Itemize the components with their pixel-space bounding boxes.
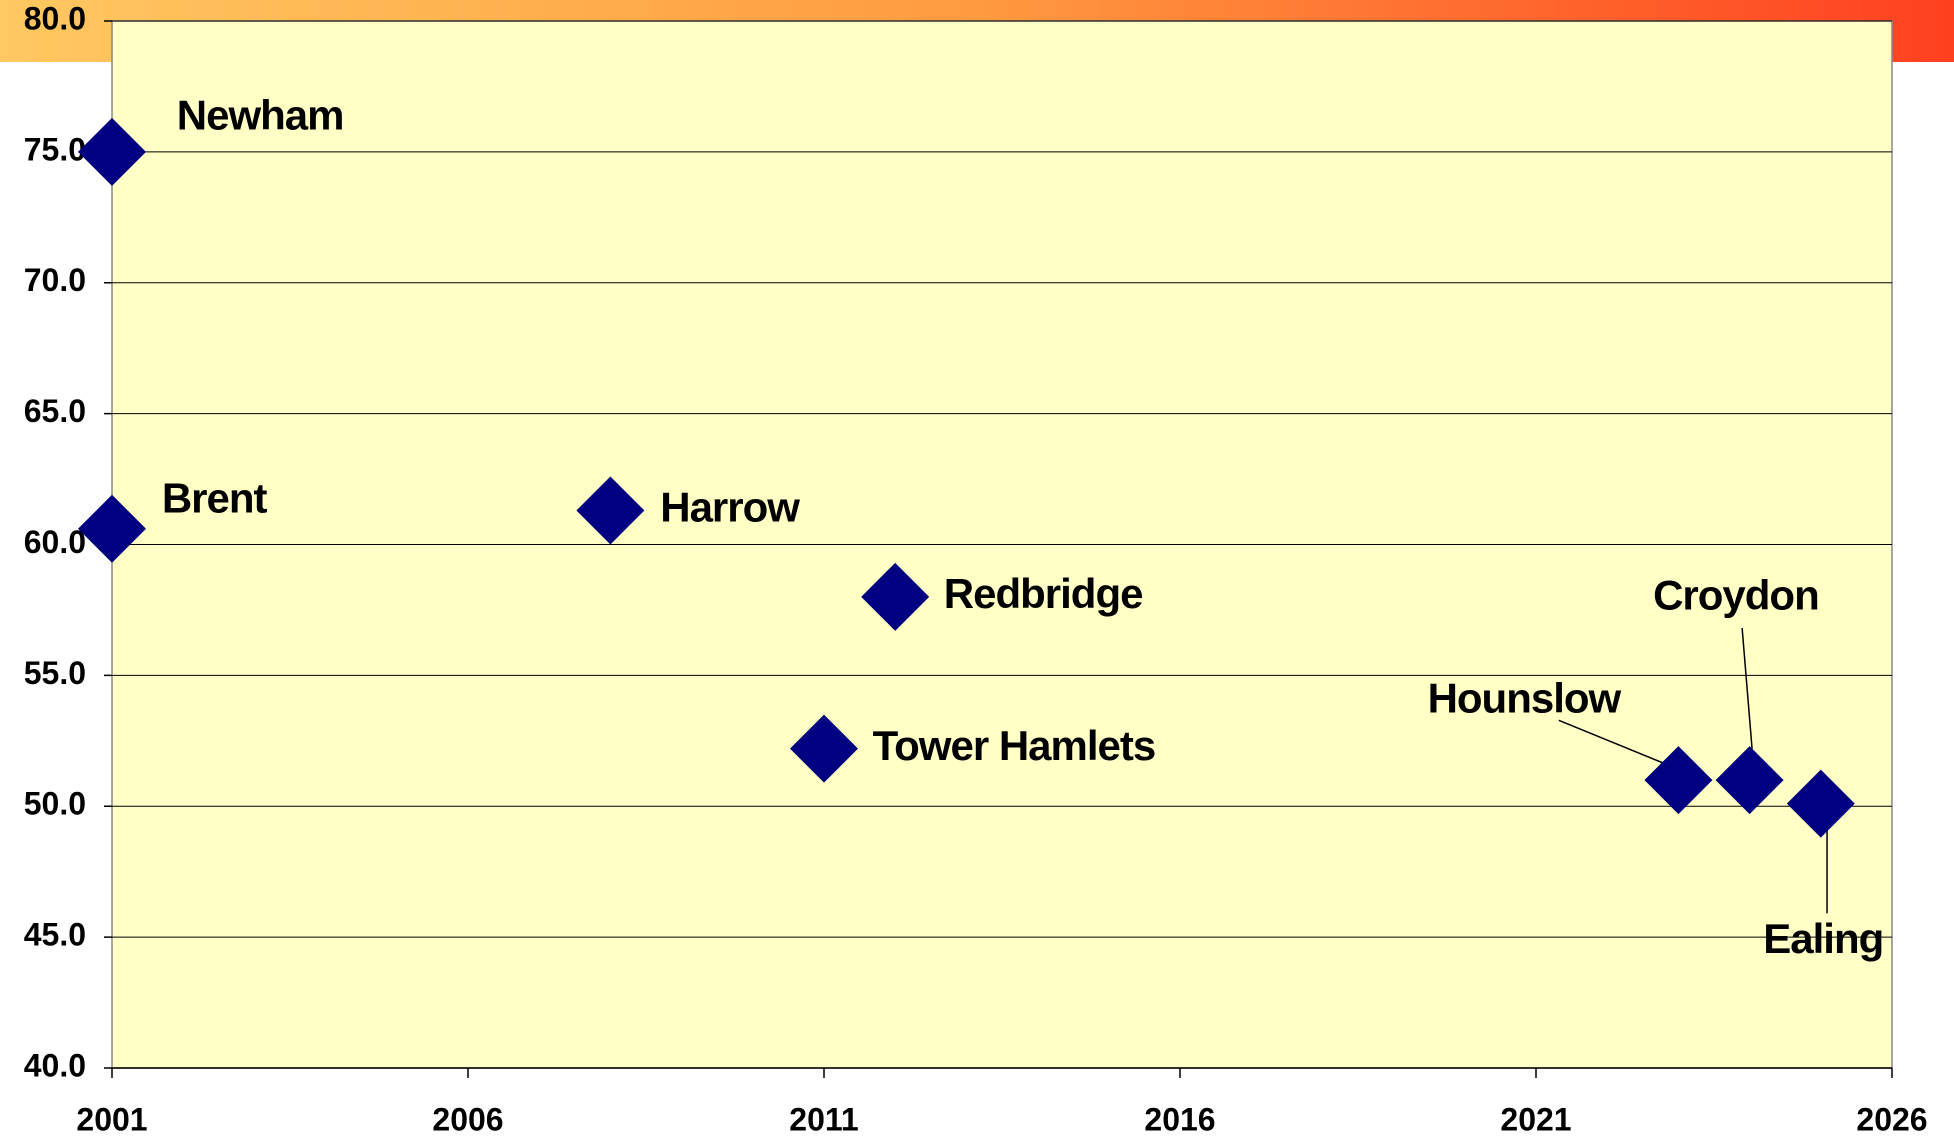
point-label: Ealing: [1763, 915, 1883, 962]
x-tick-label: 2011: [789, 1101, 858, 1137]
point: [861, 562, 930, 631]
point-label: Croydon: [1653, 571, 1819, 618]
point: [1715, 746, 1784, 815]
y-tick-label: 60.0: [24, 524, 86, 560]
point: [576, 476, 645, 545]
point-label: Brent: [162, 474, 268, 521]
point: [78, 494, 146, 563]
y-tick-label: 45.0: [24, 917, 86, 953]
point: [790, 714, 858, 783]
point-label: Harrow: [660, 484, 800, 531]
leader-line: [1741, 628, 1753, 749]
y-tick-label: 55.0: [24, 655, 86, 691]
point-label: Redbridge: [944, 570, 1143, 617]
y-tick-label: 50.0: [24, 786, 86, 822]
x-tick-label: 2001: [76, 1101, 147, 1137]
point-label: Hounslow: [1428, 675, 1622, 722]
y-tick-label: 40.0: [24, 1047, 86, 1083]
x-tick-label: 2021: [1500, 1101, 1571, 1137]
y-tick-label: 65.0: [24, 393, 86, 429]
y-tick-label: 75.0: [24, 131, 86, 167]
x-tick-label: 2026: [1856, 1101, 1927, 1137]
point-label: Tower Hamlets: [873, 722, 1156, 769]
x-tick-label: 2016: [1144, 1101, 1215, 1137]
point-label: Newham: [177, 91, 344, 138]
leader-line: [1558, 719, 1663, 764]
point: [78, 117, 146, 186]
y-tick-label: 80.0: [24, 0, 86, 36]
point: [1786, 769, 1855, 838]
point: [1644, 746, 1713, 815]
x-tick-label: 2006: [432, 1101, 503, 1137]
y-tick-label: 70.0: [24, 262, 86, 298]
